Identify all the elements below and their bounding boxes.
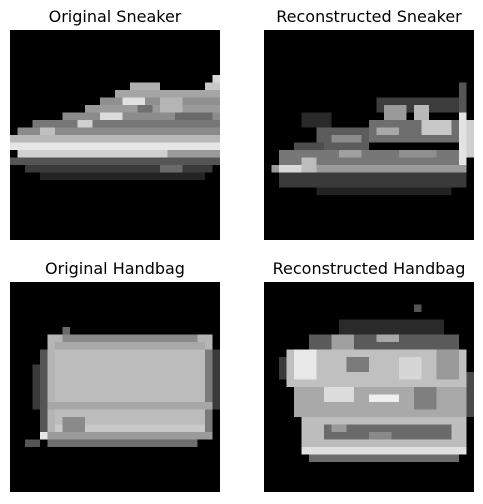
reconstructed-handbag-image (264, 282, 474, 492)
panel-title: Reconstructed Sneaker (276, 7, 462, 26)
reconstructed-sneaker-image (264, 30, 474, 240)
panel-title: Original Sneaker (48, 7, 182, 26)
panel-title: Original Handbag (45, 259, 185, 278)
original-handbag-image (10, 282, 220, 492)
original-sneaker-image (10, 30, 220, 240)
panel-title: Reconstructed Handbag (272, 259, 466, 278)
